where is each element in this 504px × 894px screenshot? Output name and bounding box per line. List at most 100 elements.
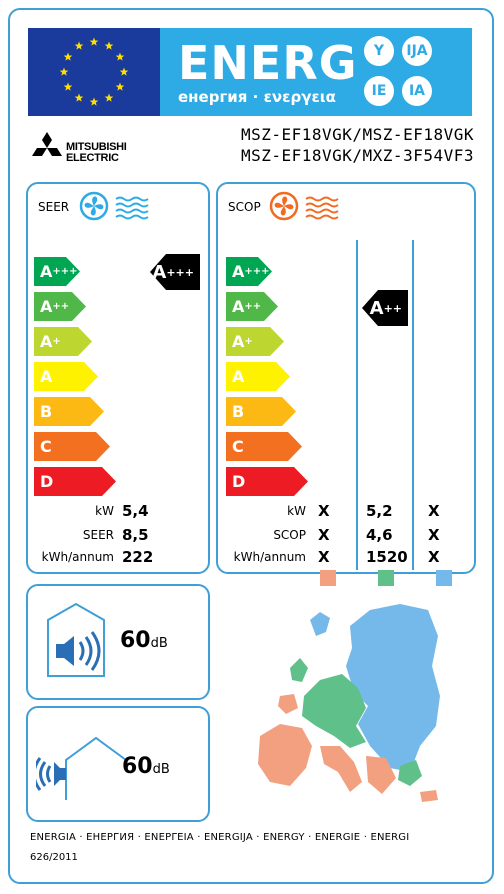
eu-star (59, 67, 69, 76)
lang-badge-ia: IA (402, 76, 432, 106)
seer-scale-sup: ++ (52, 301, 70, 312)
model-line1: MSZ-EF18VGK/MSZ-EF18VGK (240, 125, 474, 144)
seer-scale-arrow-4: B (34, 397, 104, 426)
seer-kw-label: kW (95, 504, 114, 518)
scop-warm-kwh: X (318, 548, 330, 566)
seer-scale-arrow-3: A (34, 362, 98, 391)
seer-scale-class: A (40, 297, 53, 316)
scop-scale-arrow-3: A (226, 362, 290, 391)
seer-scale-class: A (40, 367, 53, 386)
seer-scale-arrow-5: C (34, 432, 110, 461)
eu-star (104, 41, 114, 50)
model-numbers: MSZ-EF18VGK/MSZ-EF18VGK MSZ-EF18VGK/MXZ-… (241, 124, 474, 166)
outdoor-noise-value: 60dB (122, 754, 170, 779)
scop-panel (216, 182, 476, 574)
scop-warm-scop: X (318, 526, 330, 544)
scop-scale-sup: + (244, 336, 253, 347)
lang-badge-ie: IE (364, 76, 394, 106)
scop-scale-sup: ++ (244, 301, 262, 312)
scop-scop-label: SCOP (273, 528, 306, 542)
scop-cold-kwh: X (428, 548, 440, 566)
seer-seer-value: 8,5 (122, 526, 149, 544)
footer-regulation: 626/2011 (30, 852, 78, 863)
scop-kwh-label: kWh/annum (233, 550, 306, 564)
outdoor-speaker-icon (32, 726, 128, 806)
eu-star (63, 52, 73, 61)
seer-scale-class: A (40, 262, 53, 281)
lang-badge-ija: IJA (402, 36, 432, 66)
indoor-noise-unit: dB (150, 636, 168, 651)
indoor-noise-number: 60 (120, 628, 151, 653)
heating-fan-icon (268, 190, 350, 226)
scop-average-kwh: 1520 (366, 548, 408, 566)
average-zone-swatch (378, 570, 394, 586)
eu-star (89, 37, 99, 46)
scop-average-kw: 5,2 (366, 502, 393, 520)
seer-scale-arrow-2: A + (34, 327, 92, 356)
outdoor-noise-unit: dB (152, 762, 170, 777)
lang-badge-y: Y (364, 36, 394, 66)
eu-star (104, 93, 114, 102)
seer-kwh-label: kWh/annum (41, 550, 114, 564)
seer-seer-label: SEER (82, 528, 114, 542)
seer-title: SEER (38, 200, 70, 214)
seer-scale-class: B (40, 402, 53, 421)
warm-zone-swatch (320, 570, 336, 586)
scop-scale-arrow-5: C (226, 432, 302, 461)
scop-scale-arrow-6: D (226, 467, 308, 496)
seer-scale-sup: +++ (52, 266, 78, 277)
scop-warm-kw: X (318, 502, 330, 520)
seer-kwh-value: 222 (122, 548, 154, 566)
scop-cold-scop: X (428, 526, 440, 544)
seer-scale-class: A (40, 332, 53, 351)
scop-scale-class: B (232, 402, 245, 421)
scop-scale-class: D (232, 472, 246, 491)
eu-flag (28, 28, 160, 116)
scop-title: SCOP (228, 200, 261, 214)
seer-kw-value: 5,4 (122, 502, 149, 520)
seer-rating-sup: +++ (166, 265, 194, 279)
eu-star (115, 82, 125, 91)
eu-star (63, 82, 73, 91)
energy-title: ENERG (178, 36, 358, 90)
brand-line2: ELECTRIC (66, 152, 119, 164)
scop-scale-class: A (232, 367, 245, 386)
outdoor-noise-number: 60 (122, 754, 153, 779)
europe-climate-map (250, 596, 450, 810)
seer-scale-sup: + (52, 336, 61, 347)
scop-rating-sup: ++ (383, 301, 402, 315)
seer-scale-arrow-6: D (34, 467, 116, 496)
seer-scale-class: D (40, 472, 54, 491)
model-line2: MSZ-EF18VGK/MXZ-3F54VF3 (240, 146, 474, 165)
indoor-speaker-icon (44, 600, 108, 684)
scop-column-divider-2 (412, 240, 414, 570)
eu-star (89, 97, 99, 106)
cooling-fan-icon (78, 190, 160, 226)
brand-line1: MITSUBISHI (66, 141, 127, 153)
seer-rating-class: A (152, 261, 167, 283)
scop-scale-class: A (232, 332, 245, 351)
indoor-noise-value: 60dB (120, 628, 168, 653)
mitsubishi-logo-icon (30, 132, 64, 168)
eu-stars-icon (59, 37, 129, 106)
seer-panel (26, 182, 210, 574)
eu-star (119, 67, 129, 76)
footer-languages: ENERGIA · ЕНЕРГИЯ · ΕΝΕΡΓΕΙΑ · ENERGIJA … (30, 832, 410, 843)
brand-name: MITSUBISHI ELECTRIC (66, 142, 127, 164)
indoor-noise-panel (26, 584, 210, 700)
eu-star (74, 93, 84, 102)
seer-scale-class: C (40, 437, 52, 456)
scop-scale-sup: +++ (244, 266, 270, 277)
scop-scale-class: A (232, 262, 245, 281)
eu-star (115, 52, 125, 61)
scop-average-scop: 4,6 (366, 526, 393, 544)
scop-scale-arrow-4: B (226, 397, 296, 426)
scop-scale-arrow-2: A + (226, 327, 284, 356)
cold-zone-swatch (436, 570, 452, 586)
scop-rating-class: A (369, 297, 384, 319)
energy-subtitle: енергия · ενεργεια (178, 88, 336, 106)
scop-kw-label: kW (287, 504, 306, 518)
scop-scale-class: C (232, 437, 244, 456)
outdoor-noise-panel (26, 706, 210, 822)
scop-column-divider-1 (356, 240, 358, 570)
